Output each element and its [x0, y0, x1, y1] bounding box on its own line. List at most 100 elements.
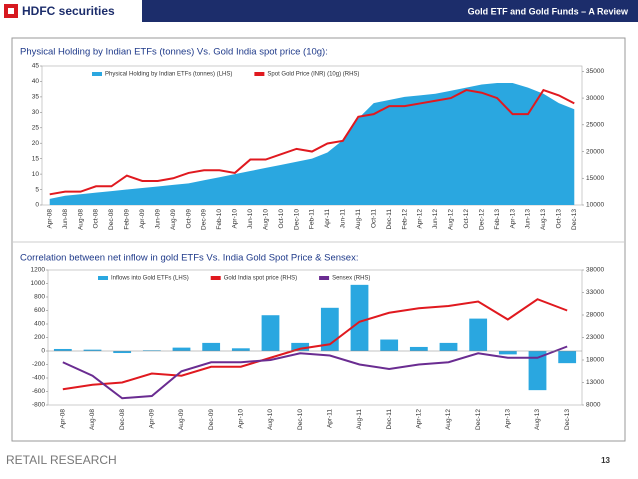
- x-tick-label: Dec-09: [208, 409, 215, 430]
- bar: [142, 350, 161, 351]
- x-tick-label: Oct-13: [556, 209, 563, 229]
- x-tick-label: Aug-13: [540, 209, 547, 230]
- logo-icon-inner: [8, 8, 14, 14]
- y-tick-label: 1200: [31, 267, 46, 274]
- x-tick-label: Aug-13: [534, 409, 541, 430]
- y2-tick-label: 30000: [586, 95, 604, 102]
- x-tick-label: Dec-08: [119, 409, 126, 430]
- legend-swatch: [92, 72, 102, 76]
- x-tick-label: Apr-09: [149, 409, 156, 429]
- x-tick-label: Aug-08: [77, 209, 84, 230]
- bar: [350, 284, 369, 351]
- y-tick-label: 800: [34, 294, 45, 301]
- y2-tick-label: 13000: [586, 379, 604, 386]
- header-title: Gold ETF and Gold Funds – A Review: [468, 6, 629, 16]
- legend-label: Spot Gold Price (INR) (10g) (RHS): [267, 72, 359, 78]
- x-tick-label: Dec-10: [293, 209, 300, 230]
- x-tick-label: Dec-11: [386, 209, 393, 230]
- y2-tick-label: 25000: [586, 122, 604, 129]
- legend-label: Inflows into Gold ETFs (LHS): [111, 276, 189, 282]
- y-tick-label: 40: [32, 78, 40, 85]
- page-number: 13: [601, 456, 610, 465]
- x-tick-label: Dec-12: [475, 409, 482, 430]
- legend-label: Sensex (RHS): [332, 276, 370, 282]
- x-tick-label: Dec-13: [571, 209, 578, 230]
- line: [49, 88, 575, 196]
- x-tick-label: Feb-09: [124, 209, 131, 230]
- x-tick-label: Feb-11: [309, 209, 316, 229]
- x-tick-label: Apr-08: [60, 409, 67, 429]
- y-tick-label: 25: [32, 124, 40, 131]
- logo-box: [0, 0, 142, 22]
- y-tick-label: 15: [32, 155, 40, 162]
- legend-swatch: [98, 276, 108, 280]
- x-tick-label: Aug-09: [170, 209, 177, 230]
- x-tick-label: Aug-10: [262, 209, 269, 230]
- x-tick-label: Jun-13: [525, 209, 532, 229]
- legend-label: Physical Holding by Indian ETFs (tonnes)…: [105, 72, 232, 78]
- x-tick-label: Aug-09: [178, 409, 185, 430]
- x-tick-label: Apr-10: [238, 409, 245, 429]
- x-tick-label: Dec-12: [478, 209, 485, 230]
- bar: [498, 351, 517, 355]
- line: [62, 345, 568, 400]
- y2-tick-label: 8000: [586, 402, 601, 409]
- bar: [291, 342, 310, 351]
- y-tick-label: 200: [34, 334, 45, 341]
- y-tick-label: 1000: [31, 280, 46, 287]
- y-tick-label: -200: [32, 361, 45, 368]
- y-tick-label: 0: [41, 348, 45, 355]
- y2-tick-label: 38000: [586, 267, 604, 274]
- y2-tick-label: 20000: [586, 148, 604, 155]
- y-tick-label: 10: [32, 171, 40, 178]
- y2-tick-label: 10000: [586, 202, 604, 209]
- y2-tick-label: 28000: [586, 312, 604, 319]
- y2-tick-label: 23000: [586, 334, 604, 341]
- x-tick-label: Oct-11: [370, 209, 377, 228]
- bar: [469, 318, 488, 351]
- x-tick-label: Dec-09: [201, 209, 208, 230]
- bar: [528, 351, 547, 391]
- x-tick-label: Aug-11: [355, 209, 362, 230]
- line: [62, 298, 568, 391]
- bar: [558, 351, 577, 364]
- x-tick-label: Feb-13: [494, 209, 501, 230]
- x-tick-label: Dec-08: [108, 209, 115, 230]
- y-tick-label: 5: [35, 186, 39, 193]
- bar: [83, 349, 102, 351]
- x-tick-label: Jun-11: [340, 209, 347, 229]
- bar: [439, 342, 458, 351]
- x-tick-label: Jun-12: [432, 209, 439, 229]
- x-tick-label: Apr-13: [505, 409, 512, 429]
- y-tick-label: -400: [32, 375, 45, 382]
- x-tick-label: Jun-09: [154, 209, 161, 229]
- x-tick-label: Oct-08: [93, 209, 100, 229]
- area: [49, 82, 575, 205]
- x-tick-label: Feb-10: [216, 209, 223, 230]
- plot-area: [47, 269, 583, 406]
- footer-label: RETAIL RESEARCH: [6, 453, 117, 467]
- x-tick-label: Aug-10: [267, 409, 274, 430]
- header-band: [0, 0, 638, 22]
- chart-title: Correlation between net inflow in gold E…: [20, 253, 358, 264]
- x-tick-label: Aug-08: [89, 409, 96, 430]
- y-tick-label: -600: [32, 388, 45, 395]
- x-tick-label: Apr-08: [46, 209, 53, 229]
- bar: [53, 348, 72, 351]
- logo-text: HDFC securities: [22, 4, 115, 18]
- bar: [172, 347, 191, 351]
- y-tick-label: 35: [32, 94, 40, 101]
- bar: [380, 339, 399, 351]
- bar: [113, 351, 132, 354]
- x-tick-label: Oct-10: [278, 209, 285, 229]
- y-tick-label: -800: [32, 402, 45, 409]
- x-tick-label: Oct-09: [185, 209, 192, 229]
- y2-tick-label: 35000: [586, 68, 604, 75]
- legend-swatch: [210, 276, 221, 280]
- bar: [231, 348, 250, 351]
- legend-swatch: [254, 72, 265, 76]
- x-tick-label: Aug-12: [445, 409, 452, 430]
- y2-tick-label: 15000: [586, 175, 604, 182]
- x-tick-label: Apr-10: [232, 209, 239, 229]
